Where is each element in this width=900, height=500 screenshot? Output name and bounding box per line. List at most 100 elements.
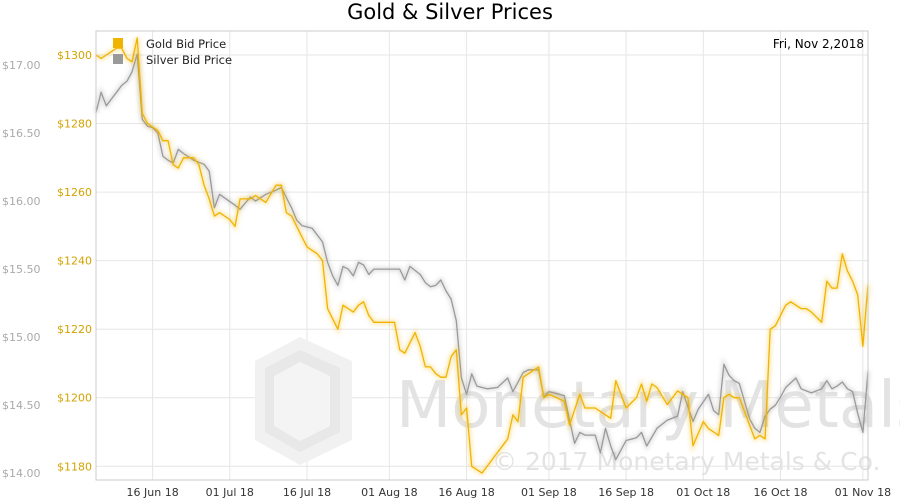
data-point-silver[interactable] (470, 372, 473, 375)
data-point-silver[interactable] (341, 265, 344, 268)
data-point-silver[interactable] (851, 390, 854, 393)
data-point-gold[interactable] (691, 444, 694, 447)
data-point-gold[interactable] (290, 214, 293, 217)
data-point-silver[interactable] (645, 444, 648, 447)
data-point-gold[interactable] (733, 396, 736, 399)
data-point-silver[interactable] (640, 431, 643, 434)
data-point-silver[interactable] (105, 104, 108, 107)
data-point-silver[interactable] (810, 391, 813, 394)
data-point-gold[interactable] (202, 184, 205, 187)
data-point-gold[interactable] (254, 194, 257, 197)
data-point-gold[interactable] (722, 396, 725, 399)
data-point-gold[interactable] (347, 307, 350, 310)
data-point-gold[interactable] (105, 53, 108, 56)
data-point-silver[interactable] (599, 451, 602, 454)
data-point-gold[interactable] (609, 417, 612, 420)
data-point-silver[interactable] (753, 427, 756, 430)
data-point-silver[interactable] (233, 204, 236, 207)
data-point-gold[interactable] (763, 437, 766, 440)
data-point-silver[interactable] (506, 376, 509, 379)
data-point-silver[interactable] (419, 273, 422, 276)
data-point-silver[interactable] (784, 386, 787, 389)
data-point-silver[interactable] (578, 431, 581, 434)
data-point-silver[interactable] (712, 409, 715, 412)
data-point-gold[interactable] (228, 218, 231, 221)
data-point-gold[interactable] (233, 225, 236, 228)
data-point-gold[interactable] (480, 472, 483, 475)
data-point-gold[interactable] (352, 310, 355, 313)
data-point-gold[interactable] (516, 420, 519, 423)
data-point-silver[interactable] (594, 434, 597, 437)
data-point-silver[interactable] (522, 371, 525, 374)
data-point-silver[interactable] (177, 148, 180, 151)
data-point-silver[interactable] (625, 439, 628, 442)
data-point-gold[interactable] (774, 324, 777, 327)
data-point-silver[interactable] (697, 408, 700, 411)
data-point-gold[interactable] (434, 372, 437, 375)
data-point-silver[interactable] (218, 193, 221, 196)
series-line-gold[interactable] (95, 37, 869, 474)
data-point-silver[interactable] (799, 387, 802, 390)
data-point-gold[interactable] (794, 304, 797, 307)
data-point-gold[interactable] (506, 437, 509, 440)
data-point-silver[interactable] (408, 265, 411, 268)
data-point-gold[interactable] (625, 406, 628, 409)
data-point-gold[interactable] (702, 420, 705, 423)
data-point-gold[interactable] (810, 310, 813, 313)
data-point-gold[interactable] (321, 259, 324, 262)
data-point-gold[interactable] (645, 400, 648, 403)
data-point-gold[interactable] (239, 197, 242, 200)
data-point-gold[interactable] (213, 214, 216, 217)
data-point-gold[interactable] (805, 307, 808, 310)
data-point-silver[interactable] (347, 268, 350, 271)
data-point-gold[interactable] (125, 57, 128, 60)
data-point-gold[interactable] (676, 389, 679, 392)
data-point-silver[interactable] (779, 395, 782, 398)
data-point-silver[interactable] (707, 393, 710, 396)
legend-item-gold[interactable]: Gold Bid Price (113, 37, 226, 51)
data-point-silver[interactable] (110, 97, 113, 100)
data-point-gold[interactable] (465, 406, 468, 409)
data-point-gold[interactable] (331, 317, 334, 320)
data-point-gold[interactable] (419, 345, 422, 348)
data-point-silver[interactable] (794, 376, 797, 379)
data-point-gold[interactable] (769, 328, 772, 331)
data-point-silver[interactable] (856, 412, 859, 415)
data-point-gold[interactable] (285, 211, 288, 214)
data-point-gold[interactable] (341, 304, 344, 307)
data-point-gold[interactable] (655, 386, 658, 389)
data-point-gold[interactable] (841, 252, 844, 255)
data-point-silver[interactable] (444, 289, 447, 292)
data-point-gold[interactable] (367, 314, 370, 317)
data-point-gold[interactable] (614, 379, 617, 382)
data-point-gold[interactable] (455, 348, 458, 351)
data-point-silver[interactable] (362, 263, 365, 266)
data-point-gold[interactable] (650, 382, 653, 385)
data-point-gold[interactable] (336, 328, 339, 331)
data-point-silver[interactable] (115, 91, 118, 94)
data-point-gold[interactable] (686, 396, 689, 399)
data-point-silver[interactable] (836, 385, 839, 388)
data-point-gold[interactable] (136, 36, 139, 39)
data-point-gold[interactable] (707, 427, 710, 430)
data-point-gold[interactable] (192, 156, 195, 159)
data-point-gold[interactable] (753, 437, 756, 440)
data-point-gold[interactable] (305, 245, 308, 248)
data-point-gold[interactable] (712, 430, 715, 433)
data-point-silver[interactable] (125, 80, 128, 83)
data-point-silver[interactable] (830, 387, 833, 390)
data-point-silver[interactable] (455, 319, 458, 322)
data-point-silver[interactable] (609, 444, 612, 447)
data-point-gold[interactable] (846, 269, 849, 272)
data-point-gold[interactable] (542, 396, 545, 399)
data-point-gold[interactable] (100, 57, 103, 60)
data-point-gold[interactable] (249, 197, 252, 200)
data-point-gold[interactable] (491, 458, 494, 461)
data-point-silver[interactable] (583, 434, 586, 437)
data-point-gold[interactable] (738, 396, 741, 399)
data-point-silver[interactable] (439, 278, 442, 281)
data-point-silver[interactable] (398, 268, 401, 271)
data-point-gold[interactable] (511, 413, 514, 416)
data-point-gold[interactable] (218, 211, 221, 214)
data-point-gold[interactable] (444, 376, 447, 379)
